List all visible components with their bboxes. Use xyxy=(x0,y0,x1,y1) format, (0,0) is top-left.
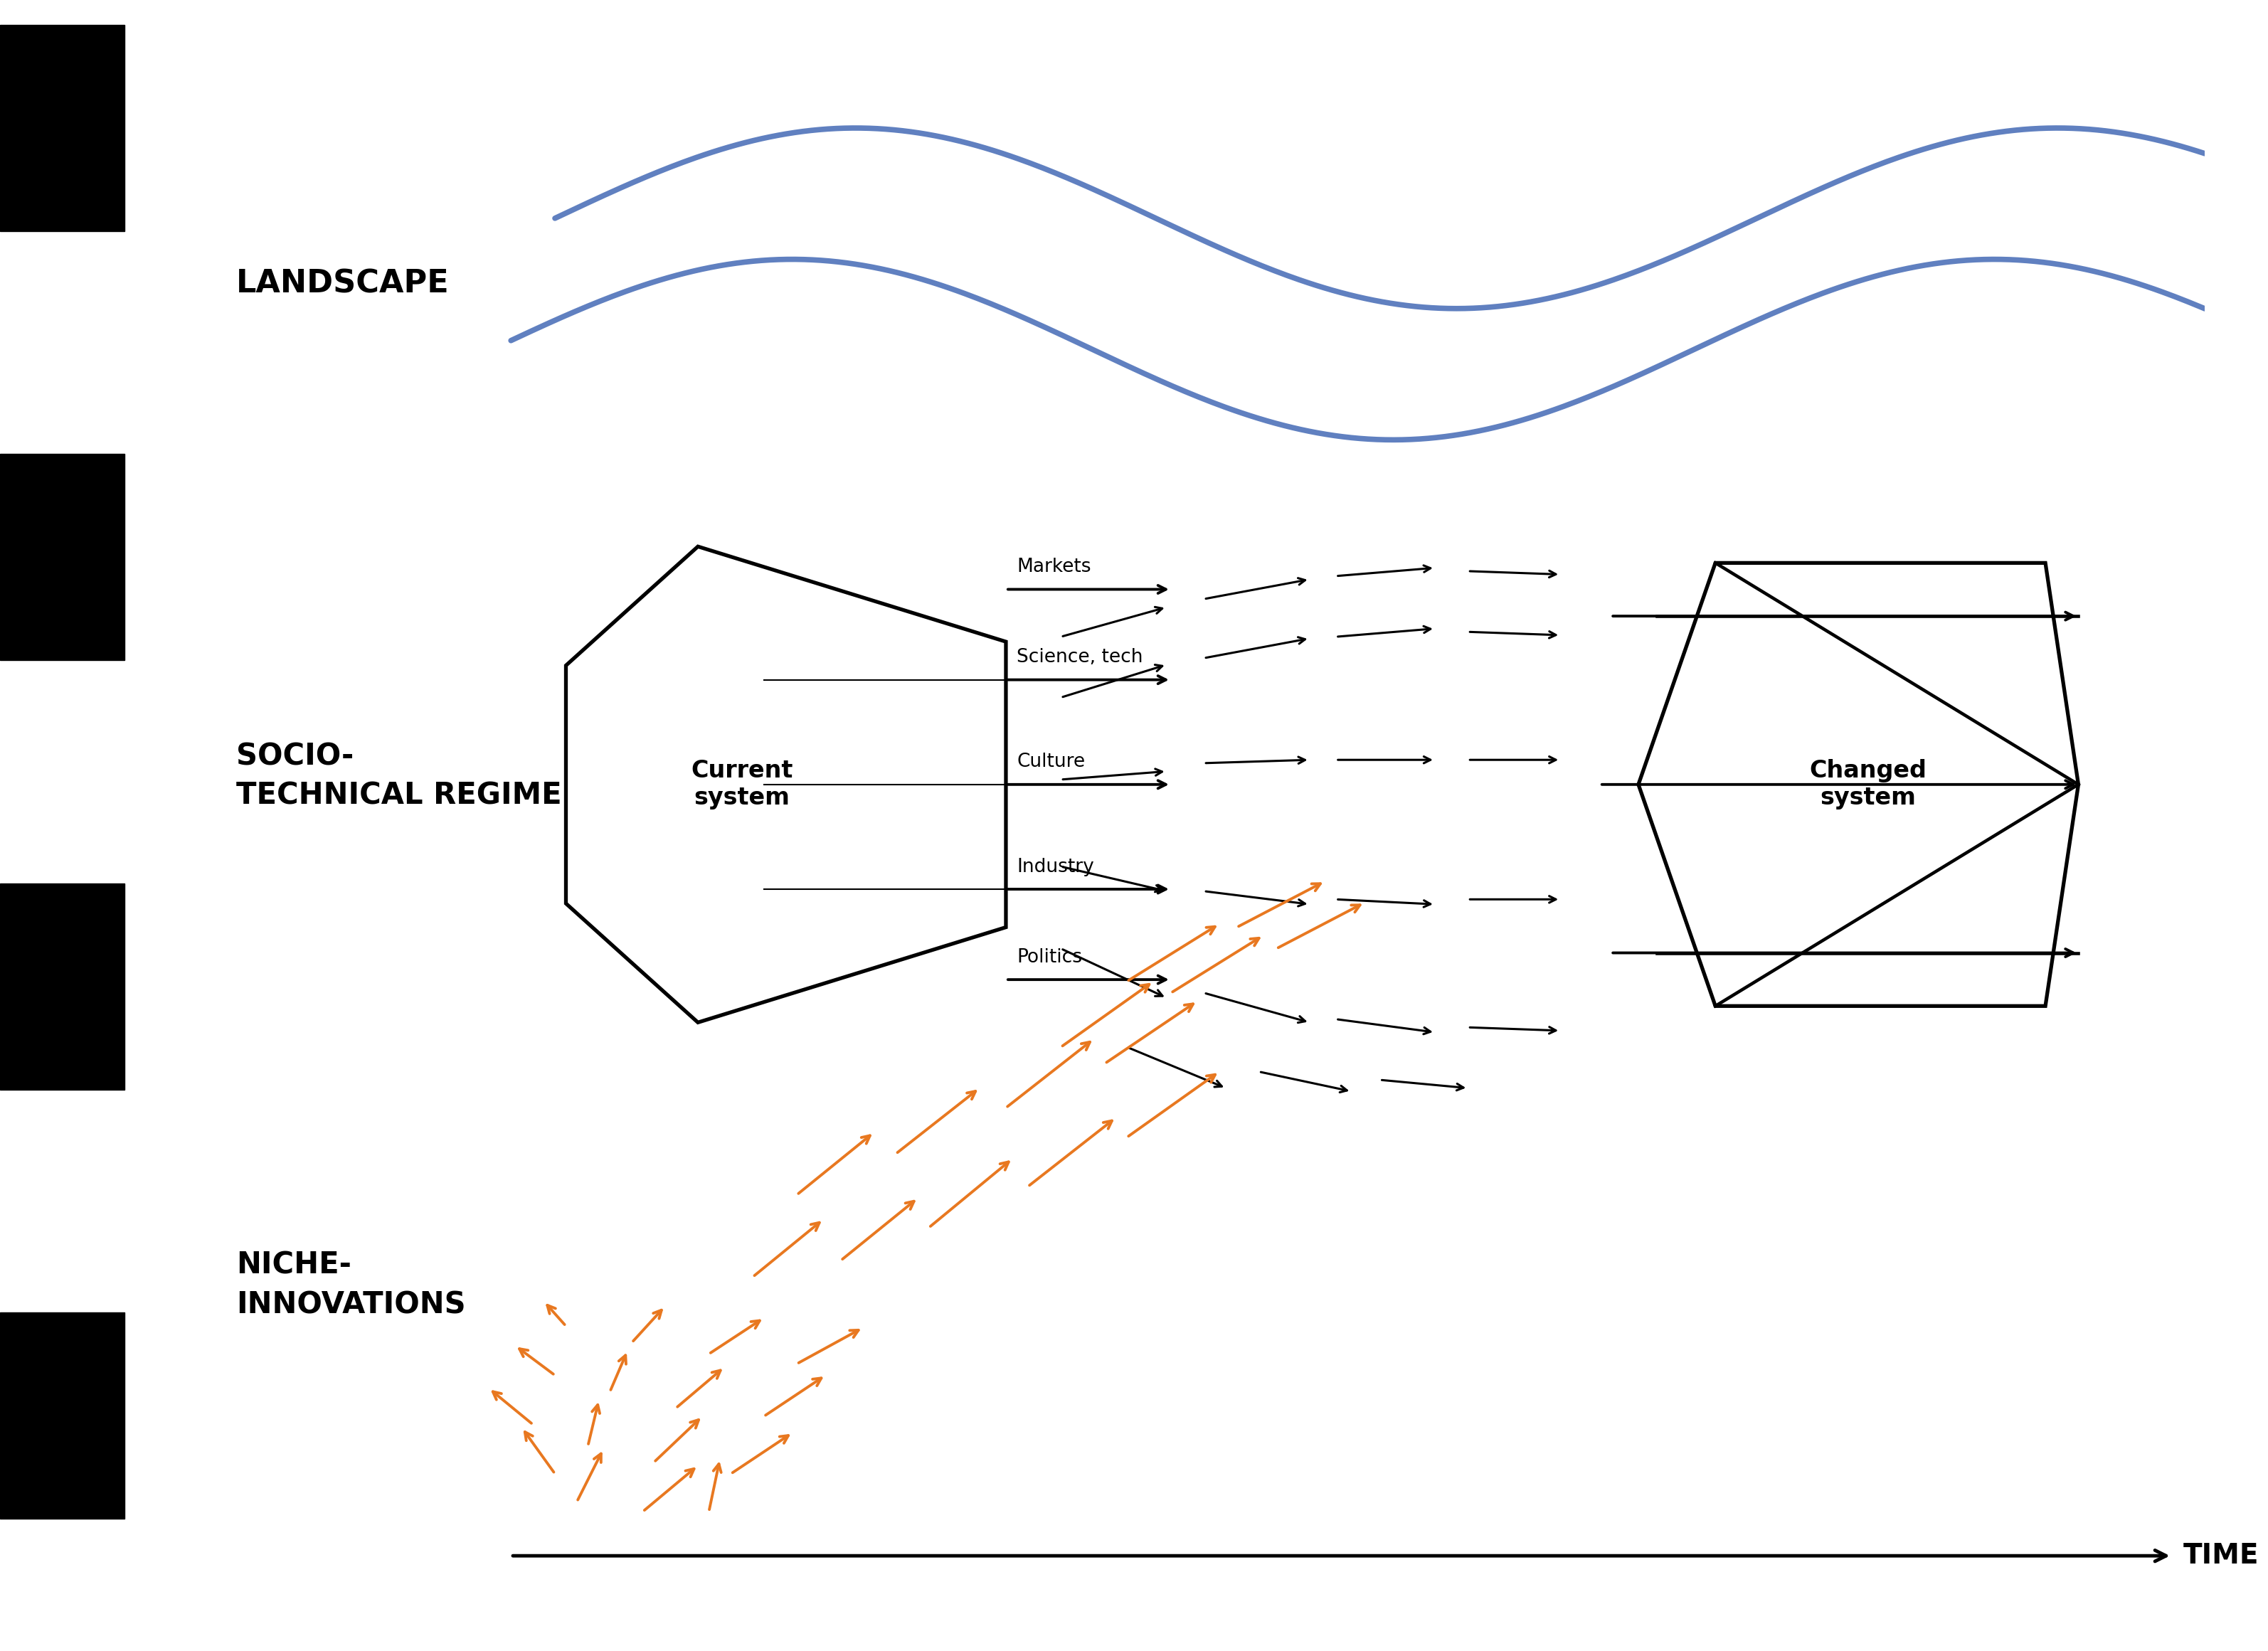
Text: Politics: Politics xyxy=(1016,948,1082,966)
Text: SOCIO-
TECHNICAL REGIME: SOCIO- TECHNICAL REGIME xyxy=(236,741,562,811)
Text: Changed
system: Changed system xyxy=(1810,759,1928,809)
Text: Current
system: Current system xyxy=(692,759,794,809)
Text: Culture: Culture xyxy=(1016,753,1086,771)
Text: TIME: TIME xyxy=(2182,1542,2259,1570)
Text: Industry: Industry xyxy=(1016,857,1093,877)
Text: NICHE-
INNOVATIONS: NICHE- INNOVATIONS xyxy=(236,1250,465,1319)
Text: Markets: Markets xyxy=(1016,558,1091,576)
Text: LANDSCAPE: LANDSCAPE xyxy=(236,269,449,299)
Text: Science, tech: Science, tech xyxy=(1016,649,1143,667)
